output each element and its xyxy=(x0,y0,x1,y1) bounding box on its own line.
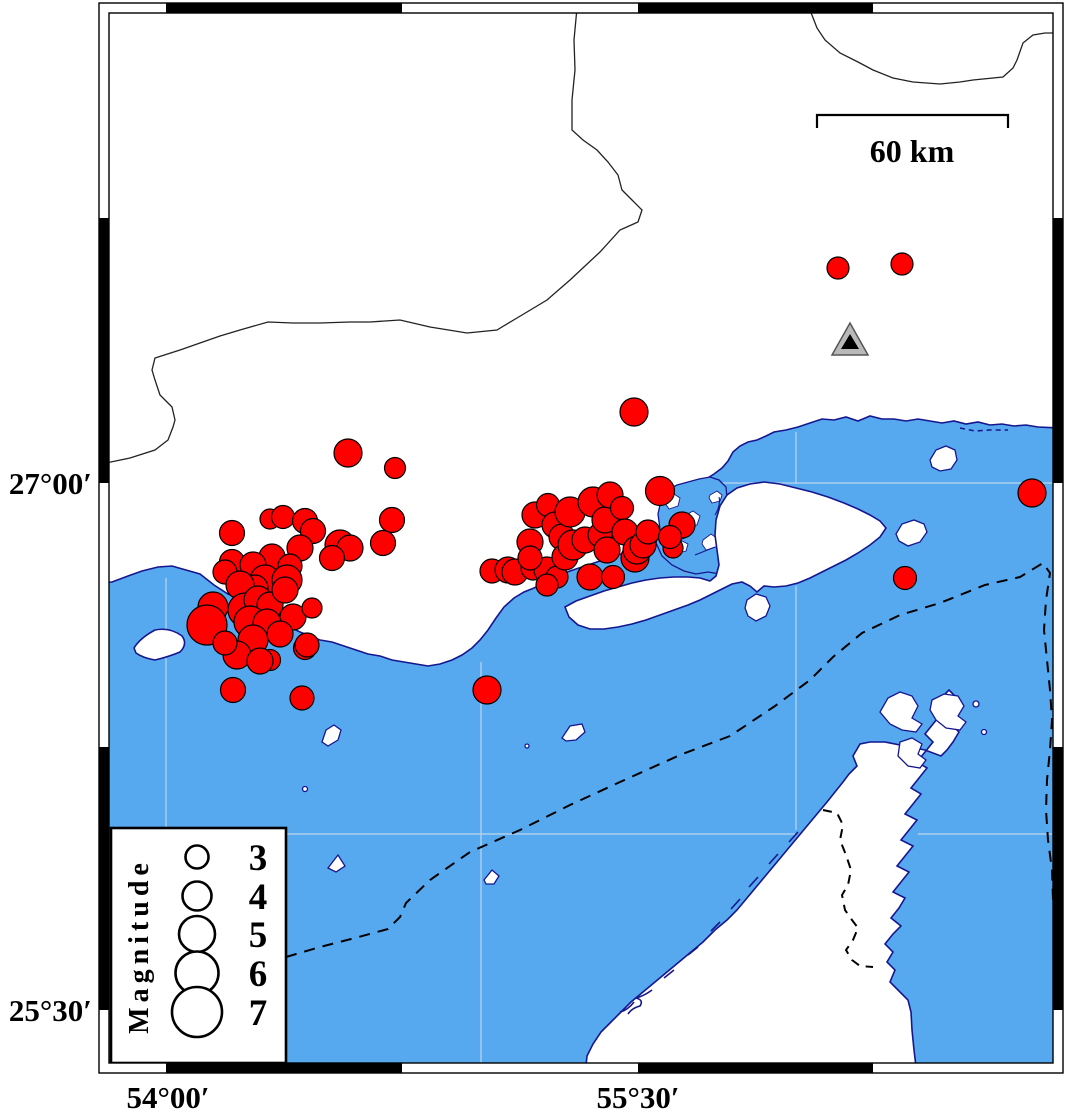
earthquake-marker xyxy=(1017,478,1047,508)
frame-inner-line xyxy=(108,12,1054,1064)
x-axis-label-54: 54°00′ xyxy=(126,1080,209,1113)
fjord-island-1 xyxy=(879,691,923,733)
legend-size-circle xyxy=(170,985,224,1039)
fjord-islet-dot-2 xyxy=(980,728,988,736)
legend-magnitude-value: 7 xyxy=(249,993,268,1034)
larak-island xyxy=(895,519,928,547)
frame-segment xyxy=(638,3,873,13)
station-triangle-inner xyxy=(841,334,859,349)
legend-title: Magnitude xyxy=(124,858,155,1034)
frame-segment xyxy=(1053,747,1063,1010)
earthquake-marker xyxy=(600,564,626,590)
earthquake-marker xyxy=(218,519,246,547)
earthquake-marker xyxy=(892,565,918,591)
map-frame xyxy=(98,2,1064,1074)
earthquake-marker xyxy=(294,632,320,658)
frame-segment xyxy=(638,1063,873,1073)
earthquake-marker xyxy=(635,519,661,545)
earthquake-marker xyxy=(576,563,604,591)
frame-segment xyxy=(1053,218,1063,483)
fjord-islet-dot-1 xyxy=(972,700,980,708)
islet-e xyxy=(561,723,586,742)
hormuz-island xyxy=(929,445,958,472)
legend-magnitude-value: 3 xyxy=(249,838,268,879)
islet-f xyxy=(524,743,530,749)
earthquake-marker xyxy=(301,597,323,619)
coastal-flat-dashed xyxy=(959,427,1008,432)
legend-size-circle xyxy=(184,844,210,870)
scale-bar: 60 km xyxy=(815,113,1010,169)
earthquake-marker xyxy=(826,256,850,280)
frame-segment xyxy=(99,218,109,483)
earthquake-marker xyxy=(517,545,543,571)
frame-segment xyxy=(166,1063,402,1073)
islet-b xyxy=(301,785,309,793)
earthquake-marker xyxy=(890,252,914,276)
tidal-marks xyxy=(619,831,799,1015)
earthquake-marker xyxy=(609,495,635,521)
earthquake-marker xyxy=(266,620,294,648)
frame-segment xyxy=(99,747,109,1010)
fjord-island-2 xyxy=(929,693,967,731)
y-axis-label-2530: 25°30′ xyxy=(9,993,92,1028)
earthquake-marker xyxy=(270,504,296,530)
earthquake-marker xyxy=(593,536,621,564)
earthquake-marker xyxy=(535,573,559,597)
maritime-boundary-dashed xyxy=(285,561,1053,958)
west-island xyxy=(133,628,186,661)
legend-magnitude-value: 6 xyxy=(249,954,268,995)
earthquake-marker xyxy=(289,685,315,711)
legend-size-circle xyxy=(177,914,217,954)
qeshm-island xyxy=(563,481,888,630)
scale-bar-bracket xyxy=(815,113,1010,128)
earthquake-layer xyxy=(186,252,1047,711)
islet-c xyxy=(327,853,346,873)
legend-magnitude-value: 4 xyxy=(249,877,268,918)
earthquake-marker xyxy=(619,397,649,427)
earthquake-marker xyxy=(271,576,299,604)
earthquake-marker xyxy=(212,630,238,656)
musandam-peninsula xyxy=(585,688,988,1063)
frame-segment xyxy=(166,3,402,13)
earthquake-marker xyxy=(369,529,397,557)
axis-annotations: 27°00′ 25°30′ 54°00′ 55°30′ xyxy=(9,466,680,1113)
earthquake-marker xyxy=(644,475,676,507)
scale-bar-label: 60 km xyxy=(870,133,955,169)
y-axis-label-27: 27°00′ xyxy=(9,466,92,501)
station-triangle-marker xyxy=(830,321,870,356)
islet-d xyxy=(483,869,500,885)
earthquake-marker xyxy=(378,506,406,534)
frame-outer-line xyxy=(98,2,1064,1074)
x-axis-label-5530: 55°30′ xyxy=(596,1080,679,1113)
border-line-northwest xyxy=(109,13,643,463)
earthquake-marker xyxy=(472,675,502,705)
earthquake-marker xyxy=(246,647,274,675)
hengam-island xyxy=(744,593,771,622)
border-line-northeast xyxy=(810,13,1053,85)
earthquake-marker xyxy=(318,544,346,572)
land-border-dashed xyxy=(822,809,874,968)
earthquake-marker xyxy=(219,676,247,704)
earthquake-marker xyxy=(383,456,407,480)
islet-a xyxy=(321,724,342,747)
fjord-island-3 xyxy=(897,737,927,769)
earthquake-marker xyxy=(333,438,363,468)
legend-magnitude-value: 5 xyxy=(249,915,268,956)
legend-size-circle xyxy=(181,880,213,912)
earthquake-marker xyxy=(657,524,683,550)
